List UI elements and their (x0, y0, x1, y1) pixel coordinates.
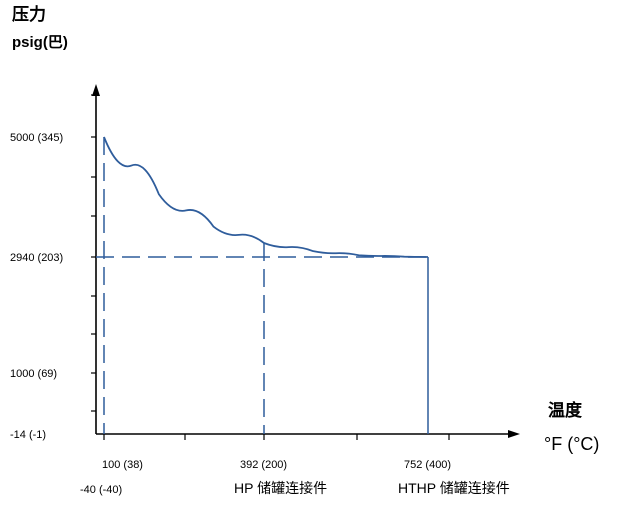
x-tick-label: 752 (400) (404, 459, 451, 471)
series-line-0 (103, 134, 429, 258)
y-tick-label: 5000 (345) (10, 132, 63, 144)
x-axis-arrowhead (508, 430, 520, 438)
y-tick-label: 2940 (203) (10, 252, 63, 264)
y-axis-arrowhead (92, 84, 100, 96)
x-tick-sublabel: -40 (-40) (80, 484, 122, 496)
x-tick-label: 100 (38) (102, 459, 143, 471)
y-tick-label: 1000 (69) (10, 368, 57, 380)
y-axis-title-line2: psig(巴) (12, 34, 68, 51)
x-ticks: 100 (38) -40 (-40) 392 (200) HP 储罐连接件 752 (4… (80, 459, 510, 496)
y-axis-title-line1: 压力 (12, 4, 46, 24)
x-axis-title-line2: °F (°C) (544, 434, 599, 454)
x-tick-label: 392 (200) (240, 459, 287, 471)
series-group (103, 134, 429, 258)
x-tick-sublabel: HP 储罐连接件 (234, 480, 327, 496)
x-axis-title-line1: 温度 (548, 400, 583, 420)
axes (91, 84, 520, 440)
y-tick-label: -14 (-1) (10, 429, 46, 441)
x-tick-sublabel: HTHP 储罐连接件 (398, 480, 510, 496)
reference-lines (96, 137, 429, 434)
y-ticks: 5000 (345) 2940 (203) 1000 (69) -14 (-1) (10, 132, 63, 441)
